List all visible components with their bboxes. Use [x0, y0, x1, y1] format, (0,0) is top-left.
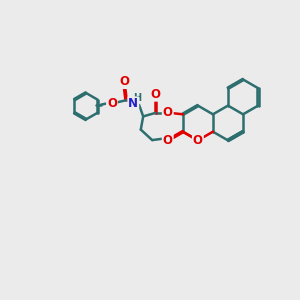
- Text: O: O: [193, 134, 203, 147]
- Text: O: O: [163, 106, 173, 119]
- Text: O: O: [107, 97, 117, 110]
- Text: H: H: [133, 93, 141, 103]
- Text: O: O: [151, 88, 161, 101]
- Text: O: O: [120, 75, 130, 88]
- Text: N: N: [128, 97, 138, 110]
- Text: O: O: [163, 134, 173, 147]
